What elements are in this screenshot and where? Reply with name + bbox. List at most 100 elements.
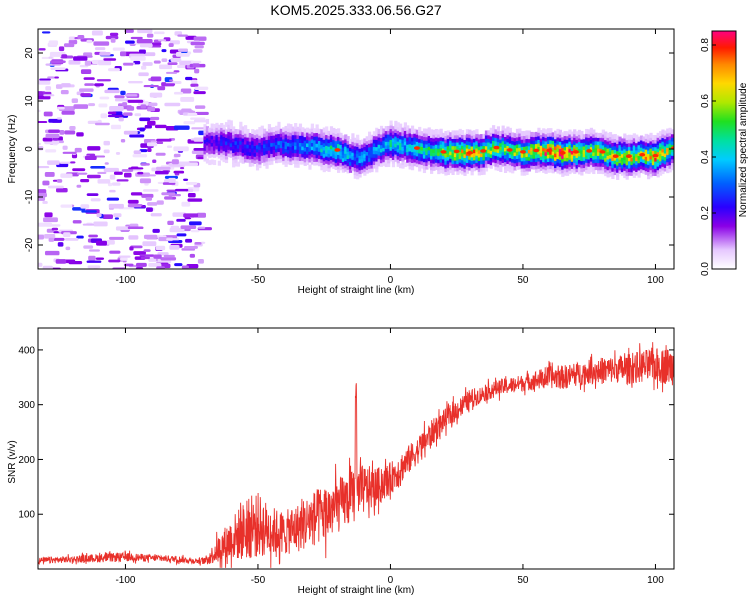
signal-cell: [494, 132, 498, 138]
signal-cell: [403, 154, 407, 160]
signal-cell: [616, 171, 620, 177]
signal-cell: [515, 150, 520, 156]
noise-cell: [128, 80, 143, 84]
signal-cell: [513, 140, 517, 146]
signal-cell: [222, 157, 226, 163]
signal-cell: [496, 133, 501, 139]
signal-cell: [229, 149, 233, 155]
signal-cell: [608, 171, 613, 177]
spectrogram-heatmap: [38, 29, 674, 269]
signal-cell: [582, 166, 586, 172]
noise-cell: [150, 213, 162, 217]
signal-cell: [527, 162, 532, 168]
signal-cell: [666, 153, 670, 159]
noise-cell: [133, 60, 141, 65]
signal-cell: [623, 158, 627, 164]
signal-cell: [220, 148, 224, 154]
signal-cell: [246, 147, 250, 153]
signal-cell: [251, 132, 255, 138]
signal-cell: [651, 171, 656, 177]
signal-cell: [635, 167, 639, 173]
signal-cell: [489, 156, 493, 162]
noise-cell: [114, 98, 129, 102]
signal-cell: [511, 161, 515, 167]
signal-cell: [499, 152, 503, 158]
noise-cell: [94, 122, 110, 126]
signal-cell: [356, 134, 360, 140]
signal-cell: [430, 165, 434, 171]
signal-cell: [499, 159, 503, 165]
noise-cell: [148, 262, 162, 267]
signal-cell: [534, 153, 539, 159]
signal-cell: [456, 133, 460, 139]
signal-cell: [232, 137, 236, 143]
signal-cell: [222, 146, 226, 152]
noise-cell: [196, 212, 207, 218]
noise-cell: [168, 43, 174, 48]
signal-cell: [258, 145, 262, 151]
signal-cell: [348, 149, 353, 155]
signal-cell: [608, 157, 613, 163]
noise-cell: [134, 113, 142, 117]
signal-cell: [565, 138, 570, 144]
signal-cell: [241, 126, 245, 132]
signal-cell: [649, 132, 653, 138]
signal-cell: [427, 159, 431, 165]
noise-cell: [38, 48, 46, 51]
signal-cell: [456, 141, 460, 147]
signal-cell: [267, 134, 272, 140]
signal-cell: [666, 146, 670, 152]
signal-cell: [210, 159, 214, 165]
noise-cell: [128, 235, 139, 240]
signal-cell: [451, 162, 455, 168]
signal-cell: [215, 126, 219, 132]
signal-cell: [384, 147, 388, 153]
signal-cell: [501, 129, 505, 135]
signal-cell: [410, 154, 415, 160]
signal-cell: [310, 127, 314, 133]
noise-cell: [47, 76, 55, 79]
signal-cell: [236, 161, 241, 167]
signal-cell: [339, 161, 343, 167]
signal-cell: [465, 154, 469, 160]
signal-cell: [422, 146, 427, 152]
signal-cell: [241, 133, 245, 139]
signal-cell: [394, 131, 398, 137]
signal-cell: [427, 141, 431, 147]
signal-cell: [298, 156, 303, 162]
signal-cell: [461, 155, 465, 161]
signal-cell: [251, 139, 255, 145]
noise-cell: [95, 257, 105, 260]
signal-cell: [220, 130, 224, 136]
signal-cell: [666, 128, 670, 134]
noise-cell: [200, 241, 206, 244]
signal-cell: [248, 143, 252, 149]
signal-cell: [656, 147, 660, 153]
noise-cell: [168, 177, 176, 183]
signal-cell: [286, 134, 291, 140]
signal-cell: [270, 127, 274, 133]
signal-cell: [573, 154, 577, 160]
signal-cell: [534, 167, 539, 173]
signal-cell: [499, 138, 503, 144]
signal-cell: [661, 129, 665, 135]
signal-cell: [358, 158, 362, 164]
signal-cell: [573, 132, 577, 138]
signal-cell: [372, 152, 376, 158]
signal-cell: [475, 132, 479, 138]
noise-cell: [47, 185, 64, 189]
signal-cell: [379, 151, 384, 157]
signal-cell: [306, 138, 310, 144]
colorbar-tick-label: 0.8: [700, 38, 711, 52]
signal-cell: [277, 132, 281, 138]
signal-peak: [612, 154, 619, 158]
signal-cell: [286, 123, 291, 129]
signal-cell: [377, 161, 381, 167]
signal-cell: [589, 167, 594, 173]
signal-cell: [258, 130, 262, 136]
signal-cell: [277, 143, 281, 149]
noise-cell: [139, 149, 148, 153]
signal-cell: [289, 131, 293, 137]
noise-cell: [190, 229, 200, 233]
signal-cell: [334, 157, 338, 163]
